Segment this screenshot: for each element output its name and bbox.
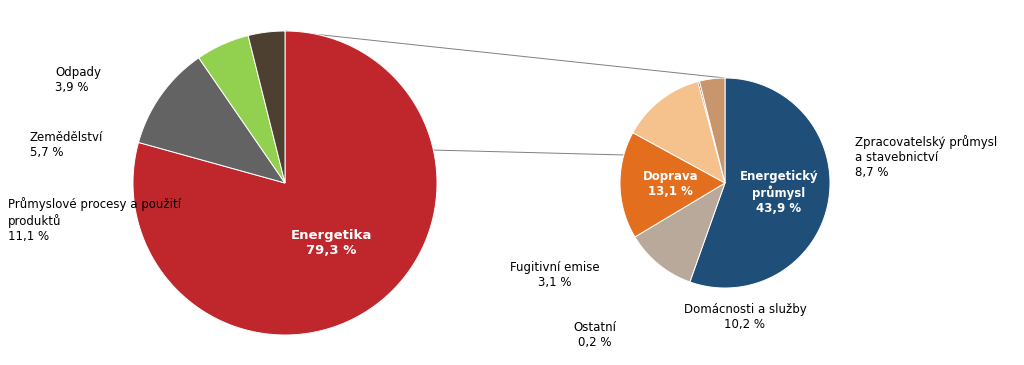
Text: Doprava
13,1 %: Doprava 13,1 % xyxy=(643,170,698,198)
Text: Zpracovatelský průmysl
a stavebnictví
8,7 %: Zpracovatelský průmysl a stavebnictví 8,… xyxy=(855,135,997,179)
Text: Energetika
79,3 %: Energetika 79,3 % xyxy=(291,230,372,257)
Polygon shape xyxy=(138,58,285,183)
Polygon shape xyxy=(199,35,285,183)
Polygon shape xyxy=(133,31,437,335)
Text: Fugitivní emise
3,1 %: Fugitivní emise 3,1 % xyxy=(510,261,600,289)
Text: Domácnosti a služby
10,2 %: Domácnosti a služby 10,2 % xyxy=(684,303,806,331)
Polygon shape xyxy=(699,78,725,183)
Polygon shape xyxy=(633,82,725,183)
Text: Zemědělství
5,7 %: Zemědělství 5,7 % xyxy=(30,131,103,159)
Text: Energetický
průmysl
43,9 %: Energetický průmysl 43,9 % xyxy=(739,170,818,215)
Text: Ostatní
0,2 %: Ostatní 0,2 % xyxy=(573,321,616,349)
Text: Průmyslové procesy a použití
produktů
11,1 %: Průmyslové procesy a použití produktů 11… xyxy=(8,197,181,243)
Text: Odpady
3,9 %: Odpady 3,9 % xyxy=(55,66,101,94)
Polygon shape xyxy=(690,78,830,288)
Polygon shape xyxy=(248,31,285,183)
Polygon shape xyxy=(697,81,725,183)
Polygon shape xyxy=(635,183,725,282)
Polygon shape xyxy=(620,133,725,237)
